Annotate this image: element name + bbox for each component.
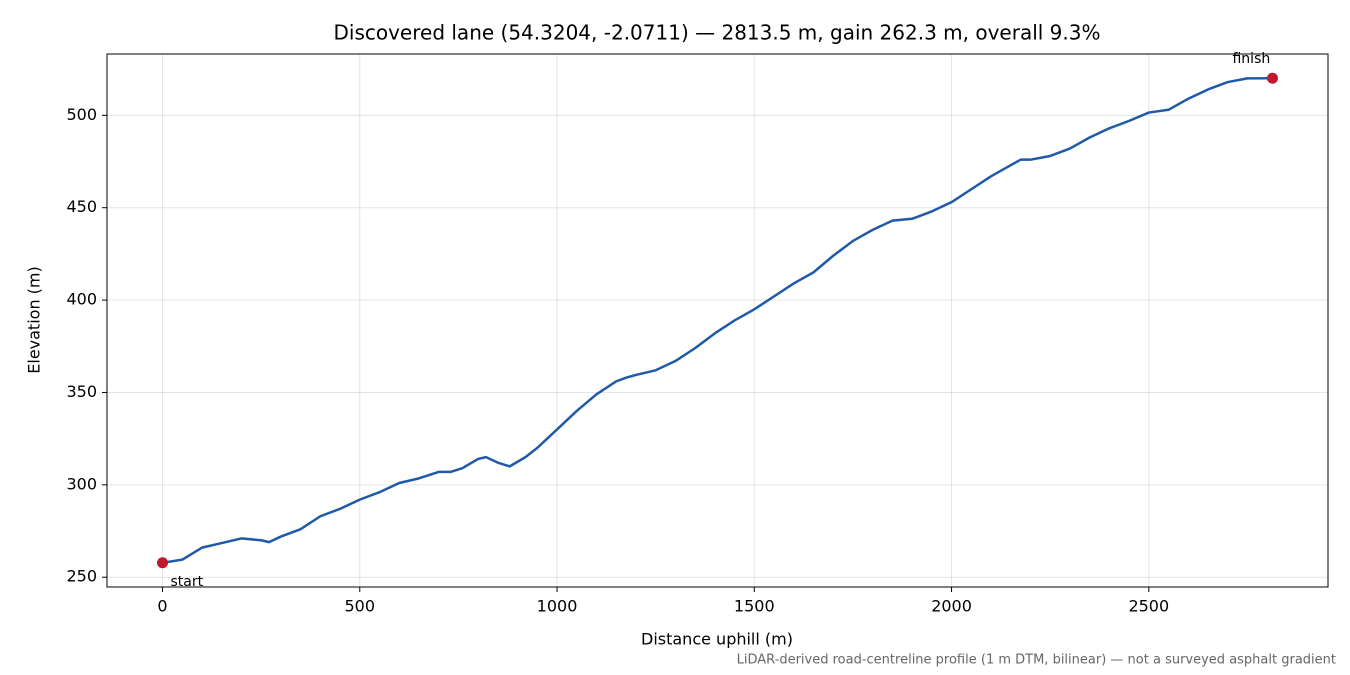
x-tick-label: 0 [157,597,167,616]
x-tick-label: 500 [344,597,375,616]
x-axis-label: Distance uphill (m) [641,630,793,649]
elevation-line [162,76,1273,565]
y-tick-label: 350 [66,382,97,401]
plot-frame [106,53,1329,588]
footnote: LiDAR-derived road-centreline profile (1… [737,653,1336,668]
y-tick-label: 400 [66,290,97,309]
endpoint-marker [1266,72,1278,84]
y-axis-label: Elevation (m) [25,266,44,373]
x-tick-label: 2500 [1128,597,1169,616]
x-tick-label: 1000 [537,597,578,616]
x-tick-label: 1500 [734,597,775,616]
y-tick-label: 500 [66,105,97,124]
endpoint-marker [157,557,169,569]
annotation-label: finish [1232,51,1270,67]
y-tick-label: 300 [66,474,97,493]
y-tick-label: 450 [66,197,97,216]
chart-title: Discovered lane (54.3204, -2.0711) — 281… [333,21,1100,45]
annotation-label: start [171,574,204,590]
x-tick-label: 2000 [931,597,972,616]
y-tick-label: 250 [66,567,97,586]
